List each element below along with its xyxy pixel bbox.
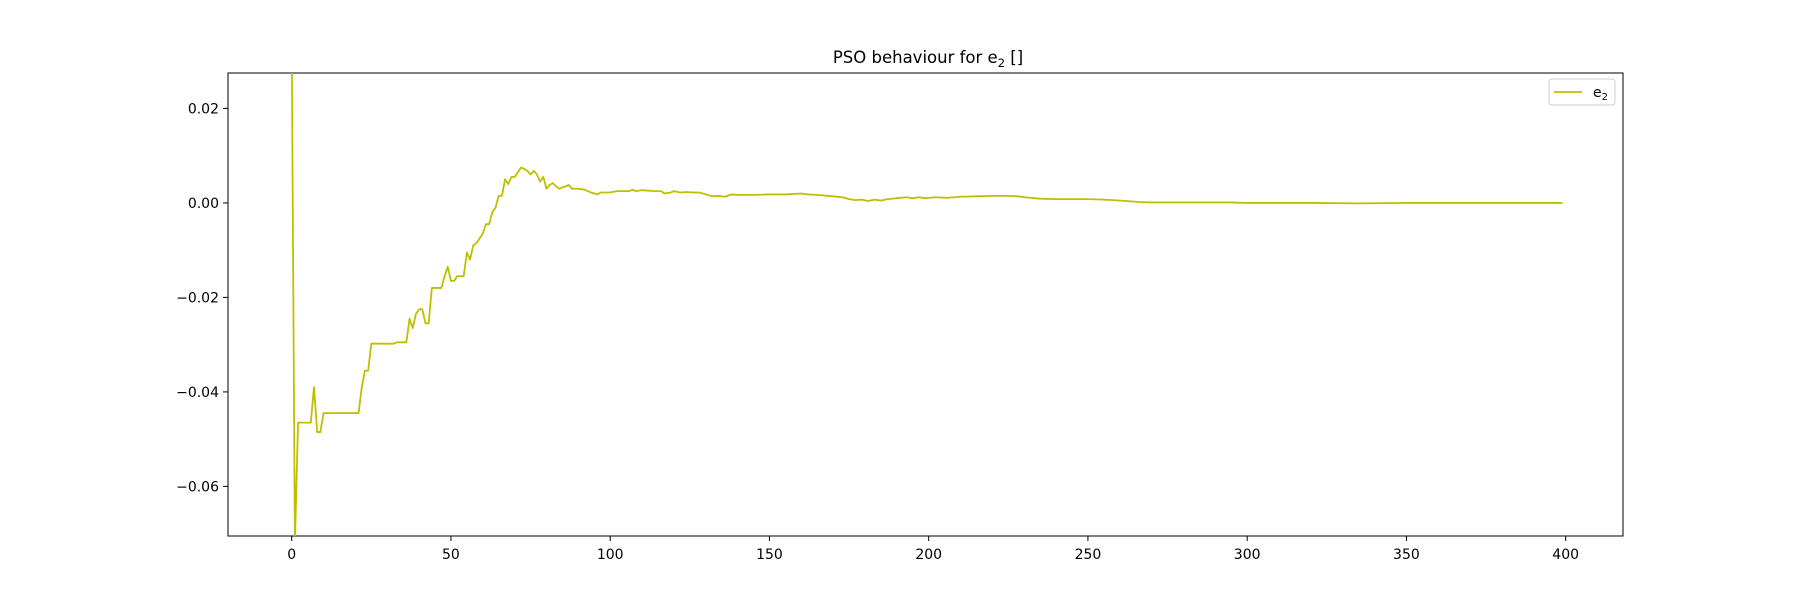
legend-label-subscript: 2 <box>1602 92 1608 103</box>
y-tick-label: −0.06 <box>176 479 219 495</box>
legend: e2 <box>1548 78 1616 106</box>
x-axis: 0 50 100 150 200 250 300 350 400 <box>287 536 1579 563</box>
legend-label-e2: e2 <box>1593 85 1608 103</box>
plot-frame <box>227 72 1624 537</box>
chart-title-subscript: 2 <box>998 56 1005 70</box>
plot-area: 0 50 100 150 200 250 300 350 400 0.02 0.00 −0.02 −0… <box>176 72 1624 563</box>
y-tick-label: −0.04 <box>176 385 219 401</box>
legend-label-main: e <box>1593 85 1602 101</box>
y-tick-label: −0.02 <box>176 290 219 306</box>
x-tick-label: 350 <box>1393 547 1420 563</box>
chart-title: PSO behaviour for e2 [] <box>833 48 1023 70</box>
series-line-e2 <box>291 73 1563 536</box>
chart-title-main: PSO behaviour for e <box>833 48 998 67</box>
x-tick-label: 0 <box>287 547 296 563</box>
y-tick-label: 0.00 <box>188 196 219 212</box>
x-tick-label: 100 <box>597 547 624 563</box>
x-tick-label: 200 <box>915 547 942 563</box>
y-tick-label: 0.02 <box>188 101 219 117</box>
x-tick-label: 300 <box>1234 547 1261 563</box>
x-tick-label: 150 <box>756 547 783 563</box>
x-tick-label: 250 <box>1075 547 1102 563</box>
chart-title-tail: [] <box>1005 48 1023 67</box>
x-tick-label: 50 <box>442 547 460 563</box>
series-layer <box>291 73 1563 536</box>
y-axis: 0.02 0.00 −0.02 −0.04 −0.06 <box>176 101 228 495</box>
x-tick-label: 400 <box>1552 547 1579 563</box>
